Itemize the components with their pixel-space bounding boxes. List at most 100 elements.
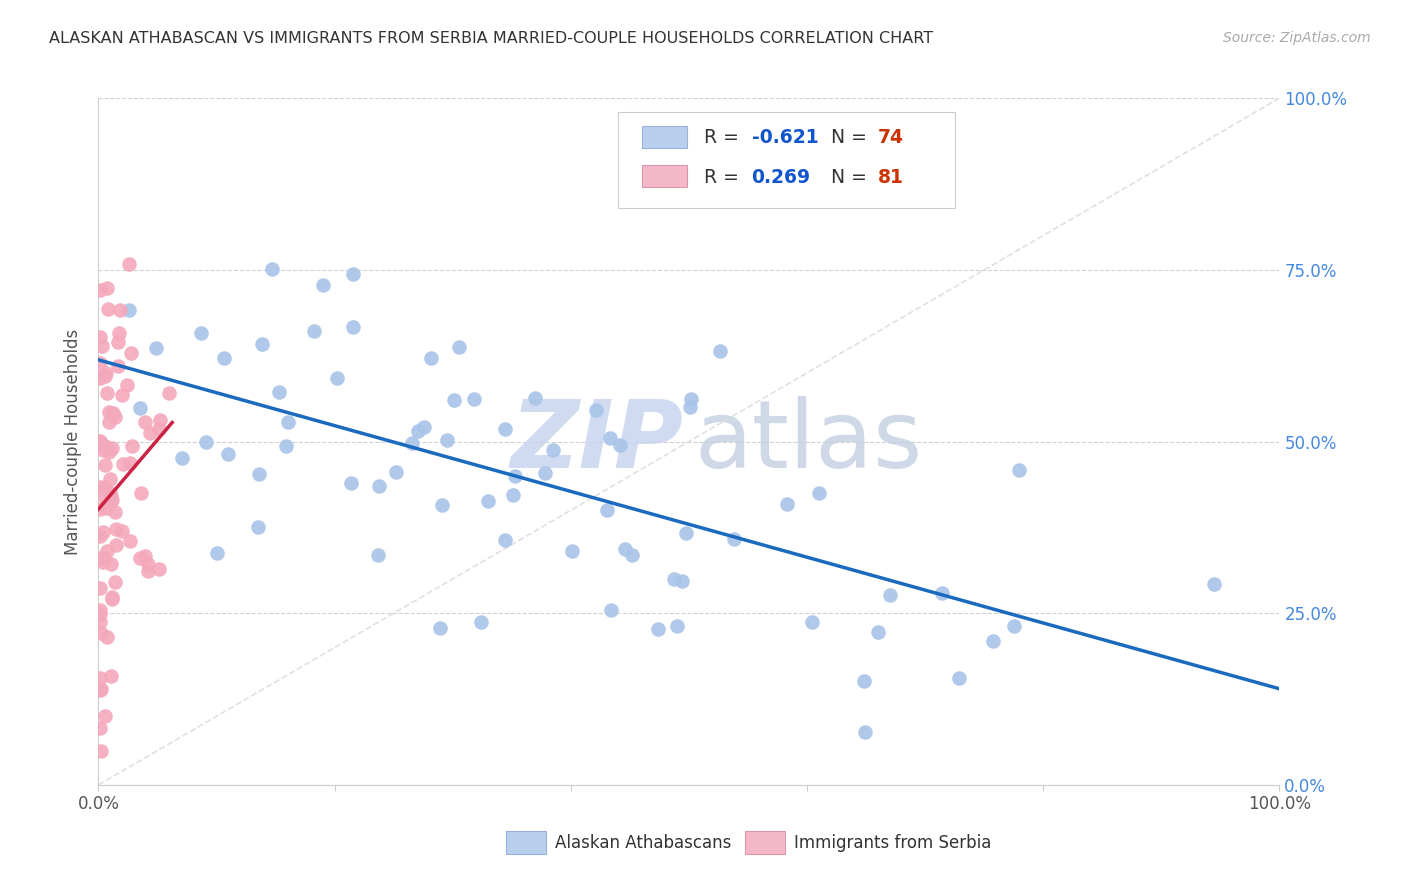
Point (93, 551, 115, 566)
Point (148, 422, 170, 436)
Point (585, 403, 607, 417)
Point (118, 257, 141, 271)
Point (852, 674, 875, 689)
Point (262, 261, 284, 276)
Point (100, 489, 122, 503)
Point (111, 388, 134, 402)
Point (247, 467, 270, 481)
Point (247, 519, 270, 533)
Point (148, 413, 170, 427)
Point (277, 416, 299, 430)
Point (596, 502, 619, 516)
Point (89, 436, 111, 450)
Point (101, 590, 124, 604)
Text: Source: ZipAtlas.com: Source: ZipAtlas.com (1223, 31, 1371, 45)
Text: Immigrants from Serbia: Immigrants from Serbia (794, 834, 991, 852)
Text: 74: 74 (877, 128, 904, 147)
Point (447, 340, 470, 354)
Point (463, 392, 485, 407)
Text: ALASKAN ATHABASCAN VS IMMIGRANTS FROM SERBIA MARRIED-COUPLE HOUSEHOLDS CORRELATI: ALASKAN ATHABASCAN VS IMMIGRANTS FROM SE… (49, 31, 934, 46)
Point (96, 386, 118, 401)
Point (340, 475, 363, 490)
Point (534, 467, 557, 481)
Point (342, 319, 364, 334)
Point (104, 522, 127, 536)
Point (111, 457, 134, 471)
Point (89, 480, 111, 494)
Point (312, 278, 335, 293)
Point (100, 557, 122, 571)
Point (89, 330, 111, 344)
Text: ZIP: ZIP (510, 395, 683, 488)
Point (406, 424, 429, 438)
Point (190, 326, 212, 340)
Point (723, 532, 745, 546)
Point (98, 472, 121, 486)
Point (118, 456, 141, 470)
Point (931, 586, 953, 600)
Point (609, 438, 631, 452)
Text: N =: N = (831, 168, 873, 186)
Point (101, 492, 124, 507)
Point (98, 494, 121, 508)
Point (1002, 619, 1025, 633)
Text: atlas: atlas (695, 395, 924, 488)
Point (94, 708, 117, 723)
Point (103, 406, 125, 420)
Point (342, 267, 364, 281)
Point (443, 392, 465, 407)
Point (274, 439, 297, 453)
FancyBboxPatch shape (641, 165, 686, 187)
Point (172, 451, 194, 466)
Point (948, 671, 970, 685)
Point (413, 420, 436, 434)
Point (89, 501, 111, 516)
Point (430, 498, 453, 512)
Point (662, 572, 685, 586)
Point (118, 533, 141, 548)
Point (89, 434, 111, 448)
Point (212, 351, 235, 365)
Point (524, 391, 547, 405)
Point (1202, 576, 1225, 591)
Point (96, 366, 118, 380)
Point (89, 682, 111, 697)
Point (194, 434, 217, 449)
Point (800, 615, 823, 629)
Point (647, 622, 669, 636)
Point (89, 284, 111, 298)
Point (107, 326, 129, 340)
Point (104, 538, 127, 552)
Text: R =: R = (704, 128, 745, 147)
Point (89, 603, 111, 617)
Point (599, 603, 621, 617)
Point (104, 409, 127, 424)
Point (96, 500, 118, 515)
Point (429, 621, 451, 635)
Point (470, 615, 492, 629)
Point (675, 526, 697, 541)
Point (89, 370, 111, 384)
Point (681, 392, 703, 407)
Point (89, 551, 111, 566)
Text: N =: N = (831, 128, 873, 147)
Point (679, 401, 702, 415)
Point (436, 433, 458, 447)
Point (776, 497, 799, 511)
Point (561, 544, 583, 558)
Y-axis label: Married-couple Households: Married-couple Households (65, 328, 83, 555)
Point (101, 441, 124, 455)
Point (614, 541, 637, 556)
Point (129, 550, 152, 565)
Point (115, 378, 138, 392)
Point (981, 633, 1004, 648)
Point (543, 442, 565, 457)
Point (134, 415, 156, 429)
Text: R =: R = (704, 168, 745, 186)
Point (136, 564, 159, 578)
Point (145, 341, 167, 355)
FancyBboxPatch shape (619, 112, 955, 208)
Point (205, 546, 228, 560)
Point (111, 524, 134, 538)
Point (494, 421, 516, 435)
